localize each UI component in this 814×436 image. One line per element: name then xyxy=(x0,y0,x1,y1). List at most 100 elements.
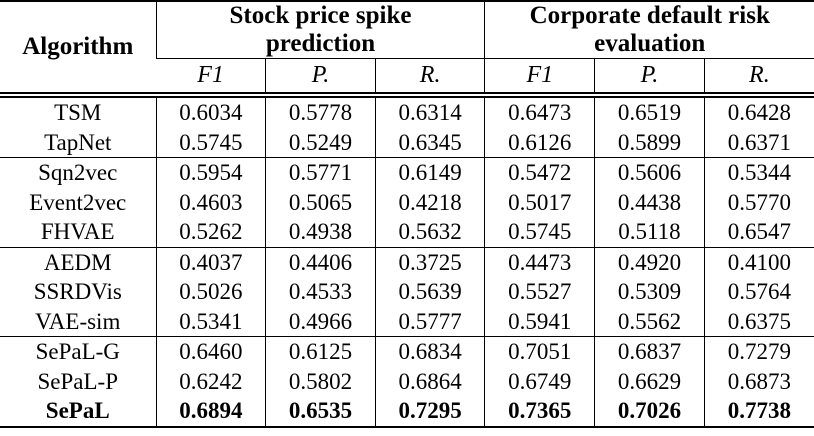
algorithm-name: VAE-sim xyxy=(35,308,121,334)
table-row: SePaL 0.6894 0.6535 0.7295 0.7365 0.7026 0.773… xyxy=(0,396,814,427)
metric-value: 0.5527 xyxy=(484,277,595,307)
metric-value: 0.4100 xyxy=(703,246,814,277)
group-header-corporate-label: Corporate default risk evaluation xyxy=(529,2,770,57)
metric-header-precision: P. xyxy=(594,58,705,98)
metric-value: 0.6375 xyxy=(703,306,814,337)
metric-value: 0.6837 xyxy=(594,336,705,367)
metric-value: 0.5606 xyxy=(594,157,705,188)
metric-value: 0.7026 xyxy=(594,396,705,427)
metric-value: 0.4938 xyxy=(265,217,376,247)
group-header-row: Algorithm Stock price spike prediction C… xyxy=(0,1,814,98)
metric-header-f1: F1 xyxy=(484,58,595,98)
metric-value: 0.5262 xyxy=(155,217,266,247)
metric-value: 0.5118 xyxy=(594,217,705,247)
table-body: TSM 0.6034 0.5778 0.6314 0.6473 0.6519 0.6428 T… xyxy=(0,95,814,427)
metric-value: 0.5770 xyxy=(703,187,814,217)
metric-value: 0.5941 xyxy=(484,306,595,337)
algorithm-name: Sqn2vec xyxy=(0,157,156,188)
table-row: TapNet 0.5745 0.5249 0.6345 0.6126 0.5899 0.63… xyxy=(0,127,814,158)
metric-value: 0.4533 xyxy=(265,277,376,307)
algorithm-name: SSRDVis xyxy=(33,279,122,305)
table-row: SSRDVis 0.5026 0.4533 0.5639 0.5527 0.5309 0.5… xyxy=(0,277,814,307)
metric-value: 0.4218 xyxy=(374,187,485,217)
metric-value: 0.4406 xyxy=(265,246,376,277)
metric-value: 0.7738 xyxy=(703,396,814,427)
metric-header-precision: P. xyxy=(265,58,376,98)
metric-value: 0.6126 xyxy=(484,127,595,158)
metric-value: 0.6834 xyxy=(374,336,485,367)
metric-value: 0.5562 xyxy=(594,306,705,337)
algorithm-name: AEDM xyxy=(0,246,156,277)
metric-value: 0.6428 xyxy=(703,95,814,128)
metric-value: 0.7295 xyxy=(374,396,485,427)
metric-value: 0.7051 xyxy=(484,336,595,367)
metric-value: 0.5802 xyxy=(265,366,376,396)
metric-value: 0.7279 xyxy=(703,336,814,367)
algorithm-name: Event2vec xyxy=(29,189,127,215)
metric-value: 0.5249 xyxy=(265,127,376,158)
algorithm-name: FHVAE xyxy=(40,219,115,245)
metric-value: 0.6629 xyxy=(594,366,705,396)
algorithm-name: TSM xyxy=(54,100,102,126)
metric-value: 0.4473 xyxy=(484,246,595,277)
metric-value: 0.5309 xyxy=(594,277,705,307)
metric-header-recall: R. xyxy=(374,58,485,98)
metric-value: 0.4603 xyxy=(155,187,266,217)
metric-value: 0.5341 xyxy=(155,306,266,337)
algorithm-name: SePaL-P xyxy=(37,368,119,394)
metric-value: 0.5026 xyxy=(155,277,266,307)
table-header: Algorithm Stock price spike prediction C… xyxy=(0,1,814,98)
metric-value: 0.6519 xyxy=(594,95,705,128)
algorithm-name: SePaL xyxy=(45,398,110,424)
metric-value: 0.4438 xyxy=(594,187,705,217)
metric-value: 0.6547 xyxy=(703,217,814,247)
metric-value: 0.6149 xyxy=(374,157,485,188)
metric-value: 0.5745 xyxy=(155,127,266,158)
metric-value: 0.6473 xyxy=(484,95,595,128)
metric-value: 0.5764 xyxy=(703,277,814,307)
metric-value: 0.5954 xyxy=(155,157,266,188)
metric-value: 0.5472 xyxy=(484,157,595,188)
metric-value: 0.6873 xyxy=(703,366,814,396)
table-row: VAE-sim 0.5341 0.4966 0.5777 0.5941 0.5562 0.6… xyxy=(0,306,814,337)
group-header-stock-label: Stock price spike prediction xyxy=(229,2,412,57)
algorithm-name: TapNet xyxy=(44,129,112,155)
table-row: Sqn2vec 0.5954 0.5771 0.6149 0.5472 0.5606 0.5… xyxy=(0,157,814,188)
metric-value: 0.6125 xyxy=(265,336,376,367)
metric-value: 0.5065 xyxy=(265,187,376,217)
metric-value: 0.6749 xyxy=(484,366,595,396)
metric-value: 0.5017 xyxy=(484,187,595,217)
metric-value: 0.7365 xyxy=(484,396,595,427)
metric-value: 0.5344 xyxy=(703,157,814,188)
metric-value: 0.6371 xyxy=(703,127,814,158)
table-row: SePaL-P 0.6242 0.5802 0.6864 0.6749 0.6629 0.6… xyxy=(0,366,814,396)
table-row: SePaL-G 0.6460 0.6125 0.6834 0.7051 0.6837 0.7… xyxy=(0,336,814,367)
metric-value: 0.5899 xyxy=(594,127,705,158)
metric-value: 0.5639 xyxy=(374,277,485,307)
table-row: FHVAE 0.5262 0.4938 0.5632 0.5745 0.5118 0.654… xyxy=(0,217,814,247)
metric-value: 0.6345 xyxy=(374,127,485,158)
metric-value: 0.4920 xyxy=(594,246,705,277)
metric-value: 0.4037 xyxy=(155,246,266,277)
metric-value: 0.5771 xyxy=(265,157,376,188)
metric-value: 0.5778 xyxy=(265,95,376,128)
metric-value: 0.5632 xyxy=(374,217,485,247)
metric-header-recall: R. xyxy=(703,58,814,98)
group-header-corporate: Corporate default risk evaluation xyxy=(484,1,814,59)
metric-value: 0.6034 xyxy=(155,95,266,128)
metric-value: 0.3725 xyxy=(374,246,485,277)
metric-value: 0.6242 xyxy=(155,366,266,396)
metric-value: 0.5745 xyxy=(484,217,595,247)
table-row: AEDM 0.4037 0.4406 0.3725 0.4473 0.4920 0.4100 xyxy=(0,246,814,277)
metric-value: 0.4966 xyxy=(265,306,376,337)
metric-value: 0.6864 xyxy=(374,366,485,396)
group-header-stock: Stock price spike prediction xyxy=(155,1,485,59)
metric-value: 0.6535 xyxy=(265,396,376,427)
table-row: TSM 0.6034 0.5778 0.6314 0.6473 0.6519 0.6428 xyxy=(0,95,814,128)
algorithm-name: SePaL-G xyxy=(0,336,156,367)
metric-value: 0.6460 xyxy=(155,336,266,367)
metric-header-row: F1 P. R. F1 P. R. xyxy=(0,58,814,98)
metric-value: 0.5777 xyxy=(374,306,485,337)
